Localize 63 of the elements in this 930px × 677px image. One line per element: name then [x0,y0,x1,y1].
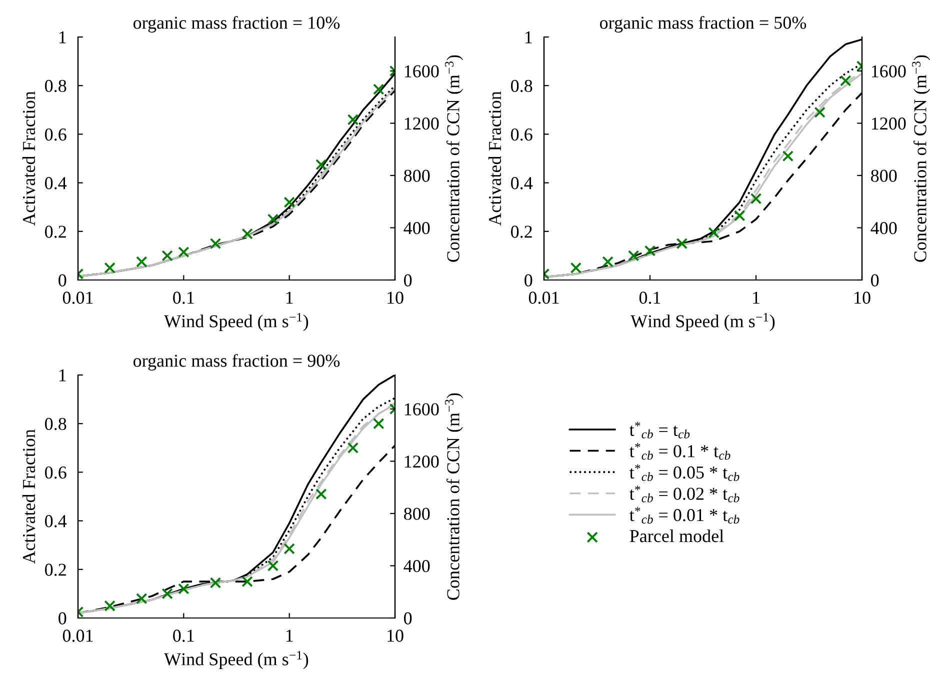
x-tick-label: 10 [388,292,404,304]
y2-axis-title: Concentration of CCN (m$^{−3}$) [912,55,930,262]
chart-title: organic mass fraction = 50% [600,16,806,33]
x-axis-title: Wind Speed (m s$^{−1}$) [164,651,308,670]
y2-tick-label: 0 [404,612,412,624]
x-tick-label: 1 [753,292,760,304]
x-tick-label: 0.01 [62,292,93,304]
y2-tick-label: 800 [404,170,430,182]
y-axis-title: Activated Fraction [22,429,36,564]
x-tick-label: 1 [286,292,293,304]
y-tick-label: 0.4 [45,177,67,190]
y-tick-label: 0.6 [511,128,532,141]
y-tick-label: 1 [525,31,532,44]
x-tick-label: 10 [388,630,404,642]
y-tick-label: 0.6 [45,128,66,141]
legend-label: t$^{*}$$_{cb}$ = 0.1 * t$_{cb}$ [630,443,730,460]
y-axis-title: Activated Fraction [22,91,36,226]
y-tick-label: 0.2 [45,226,66,238]
y-tick-label: 0.4 [511,177,533,190]
legend-label: t$^{*}$$_{cb}$ = t$_{cb}$ [630,422,690,438]
y2-tick-label: 800 [871,170,897,182]
y2-tick-label: 400 [404,560,430,572]
x-tick-label: 0.01 [528,292,559,304]
y2-tick-label: 1200 [404,455,439,468]
y-tick-label: 0.6 [45,466,66,479]
y2-tick-label: 0 [871,274,879,286]
y-tick-label: 0.8 [45,80,66,92]
chart-title: organic mass fraction = 90% [133,354,340,371]
y-tick-label: 0 [58,274,66,286]
x-tick-label: 0.1 [173,630,194,642]
x-tick-label: 1 [286,630,293,642]
y2-tick-label: 0 [404,274,412,286]
legend-label: t$^{*}$$_{cb}$ = 0.01 * t$_{cb}$ [630,506,740,524]
legend-label: t$^{*}$$_{cb}$ = 0.05 * t$_{cb}$ [630,464,740,482]
y2-tick-label: 1200 [404,117,439,130]
y2-tick-label: 1600 [872,65,906,78]
y2-tick-label: 1600 [404,65,439,78]
y-tick-label: 0.4 [45,515,67,528]
x-axis-title: Wind Speed (m s$^{−1}$) [164,313,308,332]
x-tick-label: 0.1 [639,292,660,304]
y-tick-label: 0.2 [511,226,532,238]
y2-tick-label: 1600 [404,403,439,416]
legend-label: t$^{*}$$_{cb}$ = 0.02 * t$_{cb}$ [630,486,740,502]
y-tick-label: 0 [58,612,66,624]
legend-label: Parcel model [630,529,724,542]
y2-axis-title: Concentration of CCN (m$^{−3}$) [445,55,464,262]
chart-title: organic mass fraction = 10% [133,16,340,33]
y-tick-label: 0.2 [45,564,66,576]
x-tick-label: 10 [854,292,870,304]
y-axis-title: Activated Fraction [488,91,502,226]
y-tick-label: 1 [59,31,66,44]
y-tick-label: 0 [524,274,532,286]
y2-tick-label: 800 [404,508,430,520]
x-tick-label: 0.1 [173,292,194,304]
y-tick-label: 0.8 [511,80,532,92]
x-tick-label: 0.01 [62,630,93,642]
x-axis-title: Wind Speed (m s$^{−1}$) [630,313,775,332]
y2-tick-label: 1200 [872,117,906,130]
y-tick-label: 0.8 [45,418,66,430]
y2-tick-label: 400 [404,222,430,234]
y2-axis-title: Concentration of CCN (m$^{−3}$) [445,393,464,600]
y2-tick-label: 400 [870,222,897,234]
y-tick-label: 1 [59,369,66,382]
